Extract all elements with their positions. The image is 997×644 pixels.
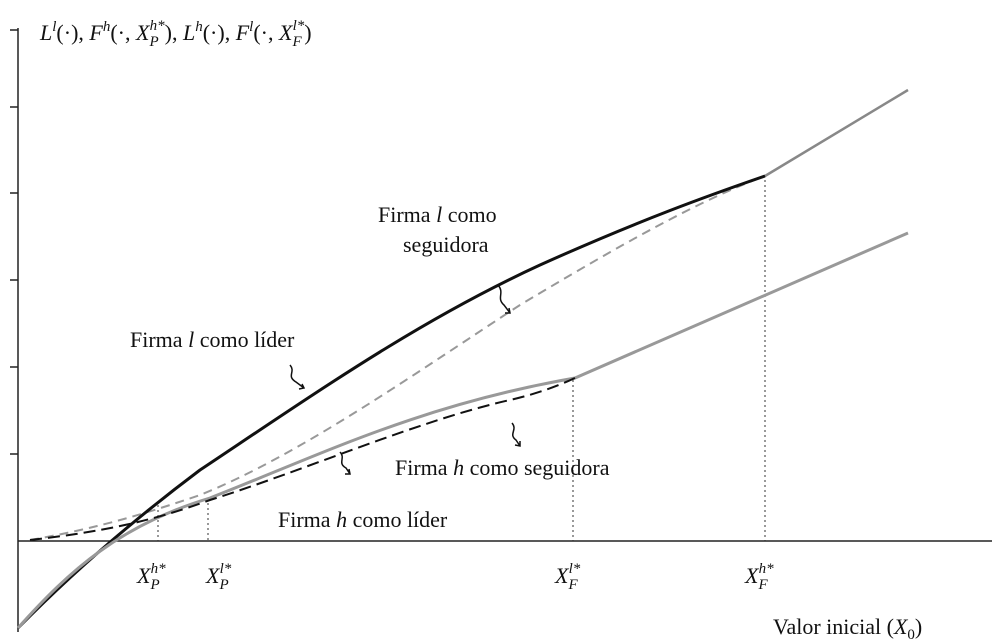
text-part: como líder xyxy=(347,507,448,532)
marker-label: XPl* xyxy=(205,561,232,593)
firm-h-leader-curve xyxy=(16,231,909,630)
annotation: seguidora xyxy=(403,232,489,257)
shape xyxy=(339,451,351,475)
firm-l-leader-curve xyxy=(16,174,766,630)
shape xyxy=(511,422,521,447)
marker-label: XFh* xyxy=(744,561,774,593)
text-part: ) xyxy=(915,614,922,639)
text-part: l* xyxy=(293,18,305,34)
text-part: F xyxy=(88,20,103,45)
text-part: l xyxy=(52,19,56,35)
shape xyxy=(289,364,306,390)
text-part: ), xyxy=(165,20,183,45)
annotation: Firma h como líder xyxy=(278,507,448,532)
text-part: l xyxy=(188,327,194,352)
marker-lines xyxy=(157,175,766,541)
text-part: X xyxy=(744,563,760,588)
text-part: h* xyxy=(151,561,167,577)
text-part: P xyxy=(218,577,228,593)
text-part: (·), xyxy=(56,20,89,45)
marker-label: XPh* xyxy=(136,561,166,593)
axes xyxy=(10,28,992,632)
text-part: X xyxy=(135,20,151,45)
text-part: X xyxy=(278,20,294,45)
text-part: 0 xyxy=(907,627,915,643)
marker-label: XFl* xyxy=(554,561,581,593)
text-part: L xyxy=(39,20,52,45)
text-part: P xyxy=(148,34,158,50)
text-part: h xyxy=(336,507,347,532)
shape xyxy=(497,284,511,314)
text-part: ) xyxy=(304,20,311,45)
firm-l-tail xyxy=(764,88,909,178)
text-part: como seguidora xyxy=(464,455,610,480)
text-part: Firma xyxy=(278,507,336,532)
annotation: Firma h como seguidora xyxy=(395,455,610,480)
text-part: Valor inicial ( xyxy=(773,614,894,639)
text-part: l xyxy=(436,202,442,227)
text-part: L xyxy=(182,20,195,45)
text-part: F xyxy=(567,577,578,593)
text-part: F xyxy=(757,577,768,593)
text-part: (·), xyxy=(203,20,236,45)
annotation: Firma l como xyxy=(378,202,497,227)
text-part: h xyxy=(453,455,464,480)
text-part: F xyxy=(235,20,250,45)
text-part: l* xyxy=(220,561,232,577)
x-axis-label: Valor inicial (X0) xyxy=(773,614,922,643)
text-part: X xyxy=(554,563,570,588)
text-part: Firma xyxy=(395,455,453,480)
y-axis-label: Ll(·), Fh(·, XPh*), Lh(·), Fl(·, XFl*) xyxy=(39,18,312,50)
text-part: como líder xyxy=(194,327,295,352)
text-part: Firma xyxy=(378,202,436,227)
text-part: X xyxy=(205,563,221,588)
firm-h-follower-curve xyxy=(29,377,576,541)
text-part: l xyxy=(249,19,253,35)
text-part: h xyxy=(195,19,203,35)
text-part: l* xyxy=(569,561,581,577)
text-part: Firma xyxy=(130,327,188,352)
text-part: (·, xyxy=(253,20,279,45)
text-part: h* xyxy=(759,561,775,577)
annotation: Firma l como líder xyxy=(130,327,295,352)
text-part: h xyxy=(103,19,111,35)
x-markers: XPh* XPl* XFl* XFh* xyxy=(136,561,774,593)
y-ticks xyxy=(10,29,18,455)
text-part: X xyxy=(136,563,152,588)
arrows xyxy=(289,284,521,475)
text-part: X xyxy=(893,614,909,639)
text-part: como xyxy=(442,202,496,227)
text-part: P xyxy=(149,577,159,593)
firm-l-follower-curve xyxy=(29,175,766,541)
text-part: h* xyxy=(150,18,166,34)
text-part: F xyxy=(291,34,302,50)
text-part: (·, xyxy=(110,20,136,45)
